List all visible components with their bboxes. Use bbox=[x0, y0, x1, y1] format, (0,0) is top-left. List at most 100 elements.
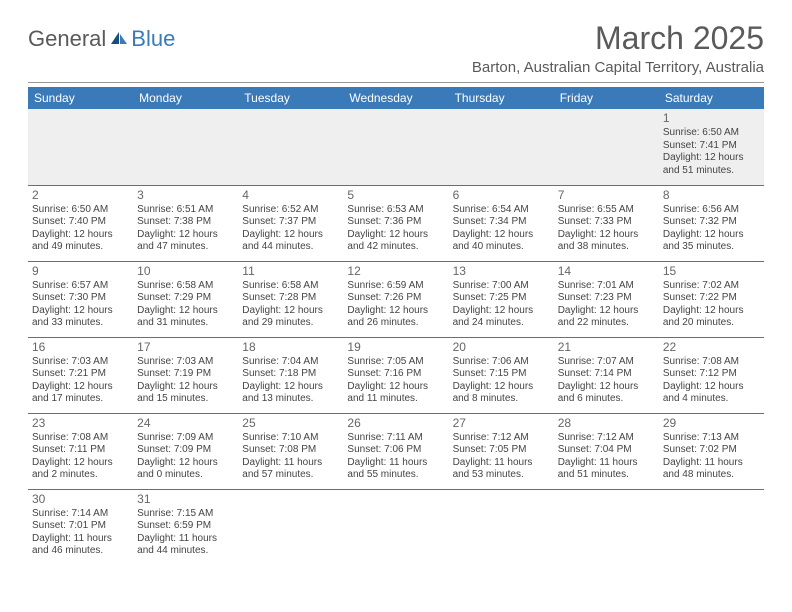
calendar-day-cell: 14Sunrise: 7:01 AMSunset: 7:23 PMDayligh… bbox=[554, 261, 659, 337]
calendar-day-cell: 23Sunrise: 7:08 AMSunset: 7:11 PMDayligh… bbox=[28, 413, 133, 489]
day-info-line: Sunrise: 7:13 AM bbox=[663, 432, 760, 445]
day-info-line: Sunset: 7:08 PM bbox=[242, 444, 339, 457]
day-info-line: Daylight: 12 hours bbox=[558, 381, 655, 394]
day-info-line: and 15 minutes. bbox=[137, 393, 234, 406]
day-info-line: Sunset: 7:21 PM bbox=[32, 368, 129, 381]
day-header: Tuesday bbox=[238, 87, 343, 109]
day-info-line: and 26 minutes. bbox=[347, 317, 444, 330]
calendar-week-row: 30Sunrise: 7:14 AMSunset: 7:01 PMDayligh… bbox=[28, 489, 764, 565]
day-info-line: Sunset: 7:28 PM bbox=[242, 292, 339, 305]
calendar-day-cell: 8Sunrise: 6:56 AMSunset: 7:32 PMDaylight… bbox=[659, 185, 764, 261]
day-header: Saturday bbox=[659, 87, 764, 109]
calendar-day-cell: 28Sunrise: 7:12 AMSunset: 7:04 PMDayligh… bbox=[554, 413, 659, 489]
day-number: 28 bbox=[558, 416, 655, 431]
day-number: 22 bbox=[663, 340, 760, 355]
day-number: 23 bbox=[32, 416, 129, 431]
day-info-line: Sunrise: 7:07 AM bbox=[558, 356, 655, 369]
day-info-line: Sunrise: 6:58 AM bbox=[137, 280, 234, 293]
day-info-line: Daylight: 12 hours bbox=[32, 457, 129, 470]
day-info-line: and 51 minutes. bbox=[663, 165, 760, 178]
calendar-day-cell: 29Sunrise: 7:13 AMSunset: 7:02 PMDayligh… bbox=[659, 413, 764, 489]
day-info-line: Sunset: 7:18 PM bbox=[242, 368, 339, 381]
day-info-line: Sunrise: 7:08 AM bbox=[32, 432, 129, 445]
calendar-day-cell bbox=[133, 109, 238, 185]
calendar-day-cell bbox=[28, 109, 133, 185]
day-number: 7 bbox=[558, 188, 655, 203]
day-info-line: Sunset: 7:11 PM bbox=[32, 444, 129, 457]
day-info-line: and 48 minutes. bbox=[663, 469, 760, 482]
day-info-line: and 29 minutes. bbox=[242, 317, 339, 330]
day-info-line: Sunrise: 7:00 AM bbox=[453, 280, 550, 293]
day-info-line: and 57 minutes. bbox=[242, 469, 339, 482]
day-info-line: Sunrise: 7:03 AM bbox=[32, 356, 129, 369]
day-info-line: Sunset: 7:34 PM bbox=[453, 216, 550, 229]
day-info-line: Daylight: 11 hours bbox=[242, 457, 339, 470]
calendar-table: Sunday Monday Tuesday Wednesday Thursday… bbox=[28, 87, 764, 565]
calendar-day-cell: 1Sunrise: 6:50 AMSunset: 7:41 PMDaylight… bbox=[659, 109, 764, 185]
logo-sail-icon bbox=[109, 30, 129, 46]
day-header: Sunday bbox=[28, 87, 133, 109]
day-info-line: Daylight: 12 hours bbox=[663, 305, 760, 318]
day-info-line: Sunset: 7:04 PM bbox=[558, 444, 655, 457]
logo: General Blue bbox=[28, 26, 175, 52]
day-info-line: Sunset: 7:30 PM bbox=[32, 292, 129, 305]
day-info-line: Sunset: 7:22 PM bbox=[663, 292, 760, 305]
day-info-line: Sunrise: 7:12 AM bbox=[558, 432, 655, 445]
calendar-day-cell bbox=[554, 109, 659, 185]
day-info-line: and 42 minutes. bbox=[347, 241, 444, 254]
day-info-line: Sunset: 7:15 PM bbox=[453, 368, 550, 381]
day-info-line: Sunrise: 6:54 AM bbox=[453, 204, 550, 217]
day-info-line: Daylight: 12 hours bbox=[347, 305, 444, 318]
day-info-line: and 0 minutes. bbox=[137, 469, 234, 482]
day-info-line: Daylight: 12 hours bbox=[453, 381, 550, 394]
day-info-line: Daylight: 12 hours bbox=[663, 381, 760, 394]
day-info-line: Daylight: 12 hours bbox=[137, 229, 234, 242]
day-info-line: Sunrise: 7:08 AM bbox=[663, 356, 760, 369]
day-info-line: Sunrise: 6:51 AM bbox=[137, 204, 234, 217]
day-info-line: Sunset: 7:29 PM bbox=[137, 292, 234, 305]
calendar-day-cell bbox=[343, 489, 448, 565]
day-info-line: Daylight: 12 hours bbox=[137, 381, 234, 394]
day-number: 21 bbox=[558, 340, 655, 355]
calendar-day-cell: 13Sunrise: 7:00 AMSunset: 7:25 PMDayligh… bbox=[449, 261, 554, 337]
day-info-line: Daylight: 11 hours bbox=[32, 533, 129, 546]
day-header: Wednesday bbox=[343, 87, 448, 109]
day-number: 2 bbox=[32, 188, 129, 203]
day-number: 20 bbox=[453, 340, 550, 355]
calendar-day-cell: 5Sunrise: 6:53 AMSunset: 7:36 PMDaylight… bbox=[343, 185, 448, 261]
day-info-line: and 31 minutes. bbox=[137, 317, 234, 330]
calendar-day-cell: 17Sunrise: 7:03 AMSunset: 7:19 PMDayligh… bbox=[133, 337, 238, 413]
day-info-line: Daylight: 12 hours bbox=[242, 305, 339, 318]
calendar-day-cell: 11Sunrise: 6:58 AMSunset: 7:28 PMDayligh… bbox=[238, 261, 343, 337]
day-info-line: Sunrise: 7:14 AM bbox=[32, 508, 129, 521]
day-info-line: Sunset: 7:25 PM bbox=[453, 292, 550, 305]
calendar-day-cell: 26Sunrise: 7:11 AMSunset: 7:06 PMDayligh… bbox=[343, 413, 448, 489]
day-info-line: Sunrise: 7:11 AM bbox=[347, 432, 444, 445]
day-info-line: Sunrise: 7:05 AM bbox=[347, 356, 444, 369]
day-info-line: Daylight: 12 hours bbox=[453, 229, 550, 242]
calendar-day-cell: 30Sunrise: 7:14 AMSunset: 7:01 PMDayligh… bbox=[28, 489, 133, 565]
day-info-line: Sunrise: 6:59 AM bbox=[347, 280, 444, 293]
calendar-week-row: 9Sunrise: 6:57 AMSunset: 7:30 PMDaylight… bbox=[28, 261, 764, 337]
day-info-line: and 11 minutes. bbox=[347, 393, 444, 406]
day-header: Thursday bbox=[449, 87, 554, 109]
day-number: 9 bbox=[32, 264, 129, 279]
day-number: 8 bbox=[663, 188, 760, 203]
day-info-line: Sunset: 7:38 PM bbox=[137, 216, 234, 229]
calendar-day-cell: 6Sunrise: 6:54 AMSunset: 7:34 PMDaylight… bbox=[449, 185, 554, 261]
day-info-line: and 44 minutes. bbox=[242, 241, 339, 254]
day-info-line: Daylight: 11 hours bbox=[663, 457, 760, 470]
day-number: 25 bbox=[242, 416, 339, 431]
day-info-line: Sunrise: 7:09 AM bbox=[137, 432, 234, 445]
calendar-week-row: 16Sunrise: 7:03 AMSunset: 7:21 PMDayligh… bbox=[28, 337, 764, 413]
day-info-line: Sunset: 7:33 PM bbox=[558, 216, 655, 229]
day-header-row: Sunday Monday Tuesday Wednesday Thursday… bbox=[28, 87, 764, 109]
day-number: 12 bbox=[347, 264, 444, 279]
day-number: 5 bbox=[347, 188, 444, 203]
day-number: 10 bbox=[137, 264, 234, 279]
day-info-line: Daylight: 12 hours bbox=[242, 381, 339, 394]
day-info-line: and 8 minutes. bbox=[453, 393, 550, 406]
day-info-line: Daylight: 12 hours bbox=[663, 229, 760, 242]
calendar-day-cell bbox=[659, 489, 764, 565]
day-info-line: and 6 minutes. bbox=[558, 393, 655, 406]
